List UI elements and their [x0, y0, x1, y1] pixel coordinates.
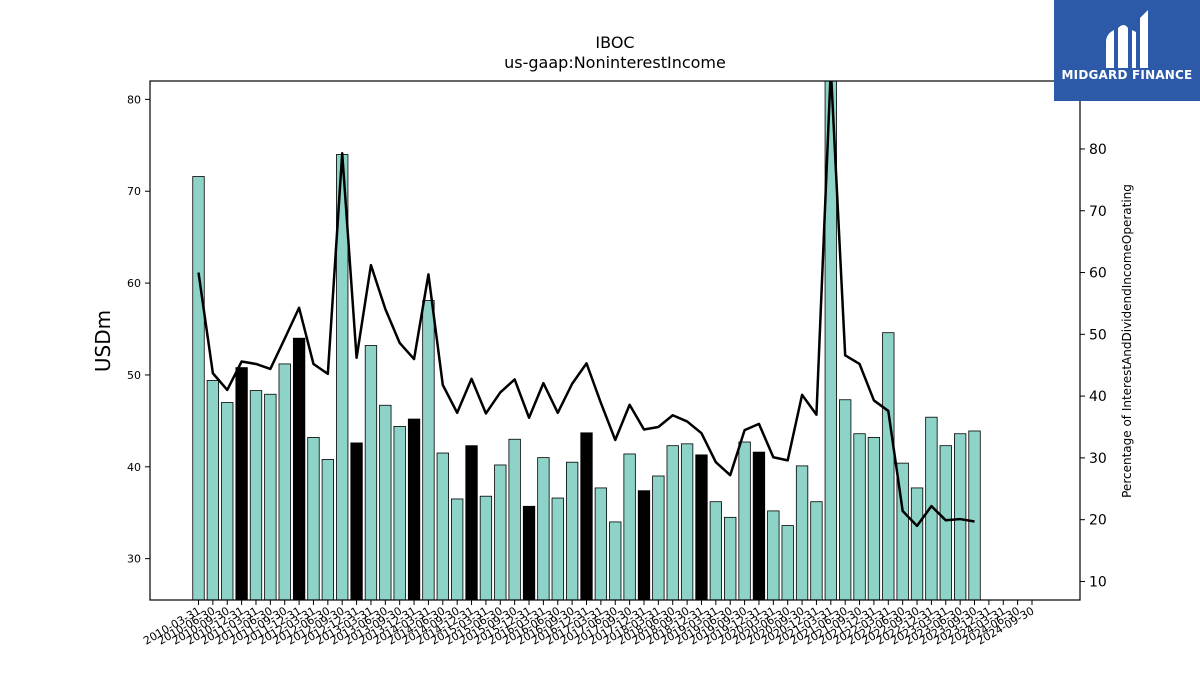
bar-2014-03-31	[422, 300, 435, 601]
bar-2022-03-31	[882, 332, 895, 601]
series-line-percentage	[197, 81, 975, 528]
bar-2023-09-30	[968, 430, 981, 601]
y-tick-label-left: 80	[127, 93, 141, 106]
bar-2019-06-30	[724, 516, 737, 601]
y-axis-left: 30 40 50 60 70 80	[127, 93, 150, 566]
bar-2014-06-30	[436, 452, 449, 601]
chart-title: IBOC	[595, 33, 634, 52]
bar-2013-12-31	[407, 418, 421, 601]
y-axis-label-left: USDm	[91, 310, 115, 372]
y-tick-label-left: 50	[127, 369, 141, 382]
bar-2016-12-31	[580, 432, 593, 601]
bar-2010-12-31	[235, 367, 248, 601]
x-axis: 2010-03-312010-06-302010-09-302010-12-31…	[141, 600, 1037, 648]
brand-name: MIDGARD FINANCE	[1061, 68, 1193, 82]
bar-2016-03-31	[537, 457, 550, 601]
bar-2021-09-30	[853, 433, 866, 601]
bar-2017-03-31	[594, 487, 608, 601]
bar-2010-03-31	[192, 176, 205, 601]
bar-2011-12-31	[292, 337, 306, 601]
bar-2011-06-30	[264, 393, 277, 601]
bar-2016-06-30	[551, 497, 564, 601]
y-tick-label-left: 40	[127, 461, 141, 474]
bar-2018-03-31	[652, 475, 665, 601]
bar-2015-03-31	[479, 495, 493, 601]
bar-2016-09-30	[565, 461, 579, 601]
bar-2012-06-30	[321, 459, 334, 601]
bar-2017-06-30	[609, 521, 622, 601]
bar-2020-12-31	[810, 501, 823, 601]
bar-2018-09-30	[680, 443, 694, 601]
bar-2013-09-30	[393, 425, 406, 601]
y-axis-label-right: Percentage of InterestAndDividendIncomeO…	[1120, 184, 1134, 498]
bar-2023-06-30	[954, 433, 967, 601]
y-tick-label-right: 10	[1089, 574, 1107, 590]
y-tick-label-right: 80	[1089, 142, 1107, 158]
bar-2015-09-30	[508, 438, 521, 601]
y-tick-label-left: 30	[127, 553, 141, 566]
y-axis-right: 10 20 30 40 50 60 70 80	[1080, 142, 1107, 590]
bar-2020-03-31	[767, 510, 780, 601]
y-tick-label-right: 60	[1089, 266, 1107, 282]
y-tick-label-right: 70	[1089, 204, 1107, 220]
y-tick-label-left: 70	[127, 185, 141, 198]
bar-2019-03-31	[709, 501, 722, 601]
bar-2010-06-30	[206, 380, 220, 601]
bar-2011-09-30	[278, 363, 291, 601]
y-tick-label-right: 30	[1089, 451, 1107, 467]
bar-2012-03-31	[307, 437, 320, 601]
bar-2020-09-30	[795, 465, 809, 601]
y-tick-label-left: 60	[127, 277, 141, 290]
bar-2014-12-31	[465, 445, 478, 601]
bar-2019-09-30	[738, 441, 751, 601]
bar-2018-06-30	[666, 445, 679, 601]
bar-2013-03-31	[364, 345, 378, 601]
bar-2011-03-31	[249, 390, 263, 601]
chart-subtitle: us-gaap:NoninterestIncome	[504, 53, 726, 72]
y-tick-label-right: 40	[1089, 389, 1107, 405]
bar-2023-03-31	[939, 445, 952, 601]
bar-2021-12-31	[867, 437, 881, 601]
bar-2012-12-31	[350, 442, 363, 601]
bar-2018-12-31	[695, 454, 708, 601]
bar-2019-12-31	[752, 451, 766, 601]
bar-2013-06-30	[379, 404, 392, 601]
bar-2010-09-30	[221, 402, 234, 601]
y-tick-label-right: 50	[1089, 327, 1107, 343]
bar-2017-12-31	[637, 490, 651, 601]
bar-2017-09-30	[623, 453, 636, 601]
brand-logo: MIDGARD FINANCE	[1054, 0, 1200, 101]
midgard-logo-icon	[1106, 10, 1148, 68]
bars	[192, 80, 981, 601]
bar-2022-09-30	[910, 487, 924, 601]
y-tick-label-right: 20	[1089, 513, 1107, 529]
bar-2015-12-31	[522, 505, 536, 601]
bar-2020-06-30	[781, 525, 794, 601]
bar-2021-06-30	[839, 399, 852, 601]
bar-2015-06-30	[494, 464, 507, 601]
bar-2014-09-30	[451, 498, 464, 601]
line-layer	[197, 81, 975, 528]
